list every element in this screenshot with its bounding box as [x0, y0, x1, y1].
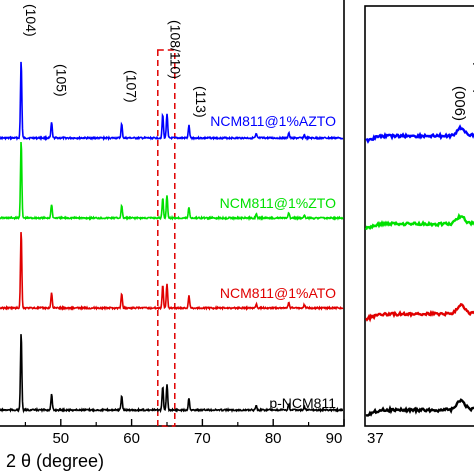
peak-label: (104): [23, 4, 39, 37]
peak-label: (113): [193, 86, 209, 118]
zoom-series-line: [365, 398, 474, 417]
series-label: NCM811@1%ZTO: [220, 195, 336, 211]
zoom-peak-label: (102): [472, 60, 474, 95]
zoom-peak-labels: (006) (102): [451, 60, 474, 121]
series-labels: NCM811@1%AZTO NCM811@1%ZTO NCM811@1%ATO p-N…: [210, 113, 336, 411]
zoom-plot-frame: [364, 5, 474, 427]
x-tick-label: 80: [265, 430, 282, 447]
zoom-x-tick-label: 37: [367, 430, 384, 447]
x-tick-label: 70: [194, 430, 211, 447]
series-line: [0, 232, 344, 312]
highlight-region: [157, 49, 176, 427]
peak-label: (105): [54, 64, 70, 97]
series-line: [0, 61, 344, 142]
x-axis-label: 2 θ (degree): [6, 451, 104, 471]
series-label: p-NCM811: [269, 395, 336, 411]
peak-label: (107): [124, 70, 140, 103]
highlight-box: [157, 49, 176, 427]
series-line: [0, 334, 344, 414]
zoom-series-line: [365, 302, 474, 323]
main-xrd-panel: (104) (105) (107) (108/110) (113) NCM811@1%A…: [0, 0, 345, 471]
x-tick-label: 60: [123, 430, 140, 447]
zoom-traces: [364, 124, 474, 417]
zoom-series-line: [364, 212, 474, 231]
zoom-peak-label: (006): [451, 86, 468, 121]
x-tick-label: 50: [52, 430, 69, 447]
series-label: NCM811@1%ATO: [220, 285, 336, 301]
series-label: NCM811@1%AZTO: [210, 113, 336, 129]
x-tick-label: 90: [326, 430, 343, 447]
x-axis-ticks: 50 60 70 80 90: [24, 419, 345, 447]
peak-labels: (104) (105) (107) (108/110) (113): [23, 4, 209, 118]
main-plot-frame: [0, 0, 345, 427]
zoom-xrd-panel: (006) (102) 37: [364, 5, 474, 447]
zoom-series-line: [365, 124, 474, 144]
zoom-x-axis-ticks: 37: [367, 430, 384, 447]
main-traces: [0, 61, 344, 414]
peak-label: (108/110): [168, 20, 184, 79]
series-line: [0, 141, 344, 222]
